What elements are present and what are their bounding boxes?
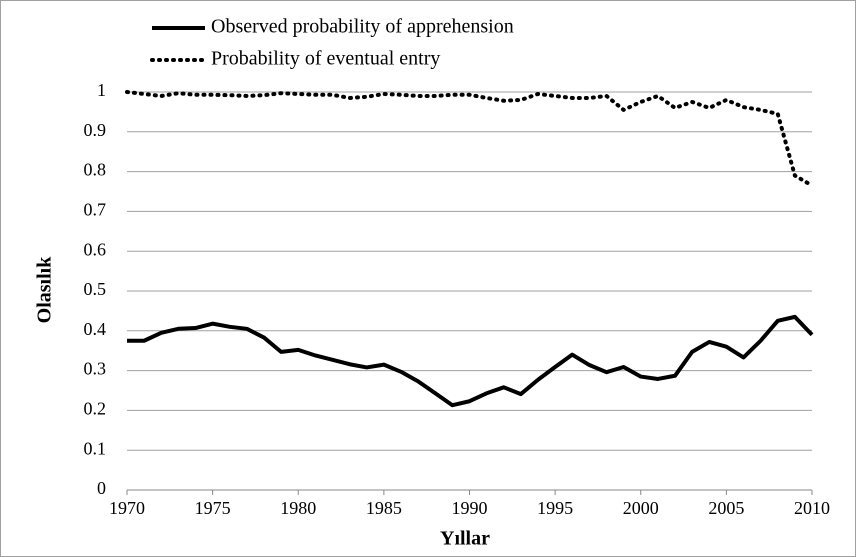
y-tick-label: 0.3: [84, 359, 107, 379]
y-tick-label: 0.2: [84, 399, 107, 419]
y-tick-label: 0: [97, 478, 106, 498]
y-tick-label: 0.8: [84, 160, 107, 180]
legend-label: Probability of eventual entry: [211, 48, 440, 70]
x-tick-label: 1980: [280, 498, 316, 518]
y-tick-label: 0.5: [84, 279, 107, 299]
x-tick-label: 1995: [537, 498, 573, 518]
y-tick-label: 0.6: [84, 239, 107, 259]
y-tick-label: 0.4: [84, 319, 107, 339]
y-tick-label: 0.1: [84, 438, 107, 458]
x-tick-label: 1970: [109, 498, 145, 518]
y-tick-label: 0.9: [84, 120, 107, 140]
y-tick-label: 1: [97, 80, 106, 100]
x-tick-label: 2010: [794, 498, 830, 518]
x-tick-label: 2000: [623, 498, 659, 518]
legend-label: Observed probability of apprehension: [211, 16, 514, 38]
series-line: [127, 314, 814, 408]
y-tick-label: 0.7: [84, 200, 107, 220]
x-tick-label: 1975: [195, 498, 231, 518]
x-axis-label: Yıllar: [440, 528, 490, 550]
x-tick-label: 1990: [452, 498, 488, 518]
x-tick-label: 1985: [366, 498, 402, 518]
series-line: [125, 90, 814, 188]
x-tick-label: 2005: [708, 498, 744, 518]
y-axis-label: Olasılık: [34, 256, 56, 324]
